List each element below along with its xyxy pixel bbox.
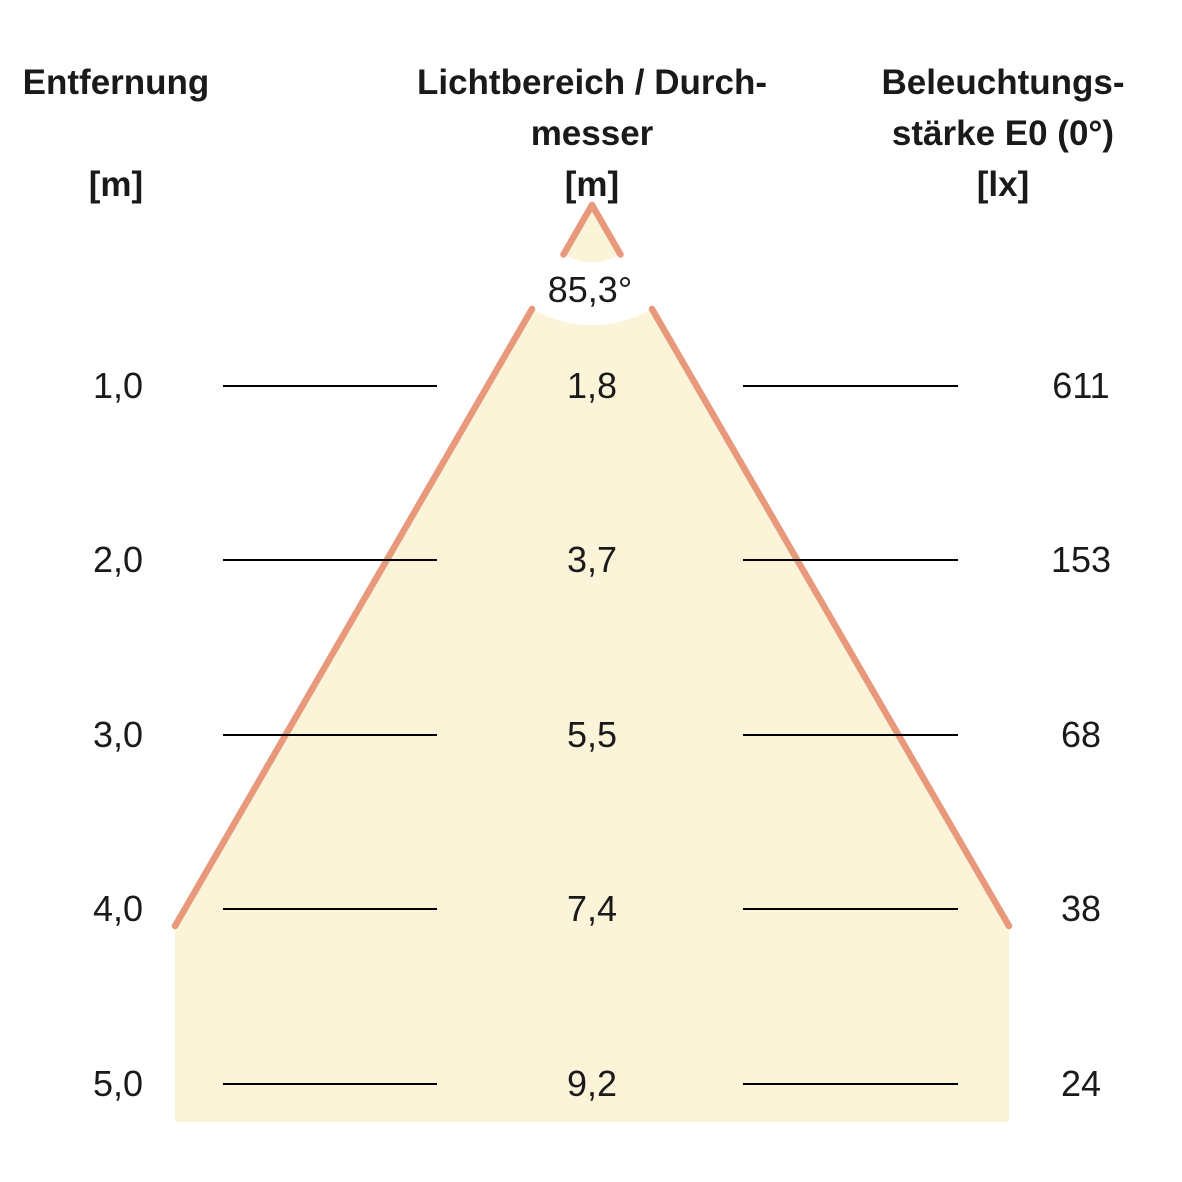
header-line: stärke E0 (0°)	[891, 114, 1115, 153]
illuminance-value: 153	[1050, 539, 1112, 580]
distance-value: 1,0	[92, 365, 144, 406]
row-connector-left	[223, 559, 437, 561]
beam-edge-left	[171, 305, 536, 930]
beam-angle-label: 85,3°	[547, 269, 633, 310]
beam-edge-right	[648, 305, 1013, 930]
illuminance-value: 611	[1052, 365, 1110, 406]
header-line: Entfernung	[22, 63, 210, 102]
row-connector-left	[223, 1083, 437, 1085]
beam-apex-sector-edges	[560, 201, 624, 258]
header-line: Lichtbereich / Durch-	[416, 63, 768, 102]
header-unit: [m]	[564, 165, 620, 204]
row-connector-left	[223, 908, 437, 910]
column-header-entfernung: Entfernung [m]	[16, 57, 216, 210]
diameter-value: 9,2	[566, 1063, 618, 1104]
header-line: Beleuchtungs-	[881, 63, 1125, 102]
header-line: messer	[530, 114, 654, 153]
diameter-value: 5,5	[566, 714, 618, 755]
row-connector-right	[743, 908, 958, 910]
row-connector-right	[743, 1083, 958, 1085]
row-connector-right	[743, 559, 958, 561]
row-connector-left	[223, 385, 437, 387]
illuminance-value: 38	[1060, 888, 1102, 929]
distance-value: 3,0	[92, 714, 144, 755]
diameter-value: 3,7	[566, 539, 618, 580]
header-unit: [lx]	[976, 165, 1030, 204]
beam-cone-fill	[175, 309, 1009, 1122]
illuminance-value: 68	[1060, 714, 1102, 755]
distance-value: 2,0	[92, 539, 144, 580]
row-connector-right	[743, 385, 958, 387]
diameter-value: 1,8	[566, 365, 618, 406]
header-unit: [m]	[88, 165, 144, 204]
distance-value: 4,0	[92, 888, 144, 929]
column-header-beleuchtungsstaerke: Beleuchtungs- stärke E0 (0°) [lx]	[803, 57, 1182, 210]
row-connector-right	[743, 734, 958, 736]
header-line	[16, 108, 216, 159]
illuminance-value: 24	[1060, 1063, 1102, 1104]
diameter-value: 7,4	[566, 888, 618, 929]
row-connector-left	[223, 734, 437, 736]
column-header-lichtbereich: Lichtbereich / Durch- messer [m]	[392, 57, 792, 210]
distance-value: 5,0	[92, 1063, 144, 1104]
beam-apex-sector-fill	[563, 205, 621, 263]
